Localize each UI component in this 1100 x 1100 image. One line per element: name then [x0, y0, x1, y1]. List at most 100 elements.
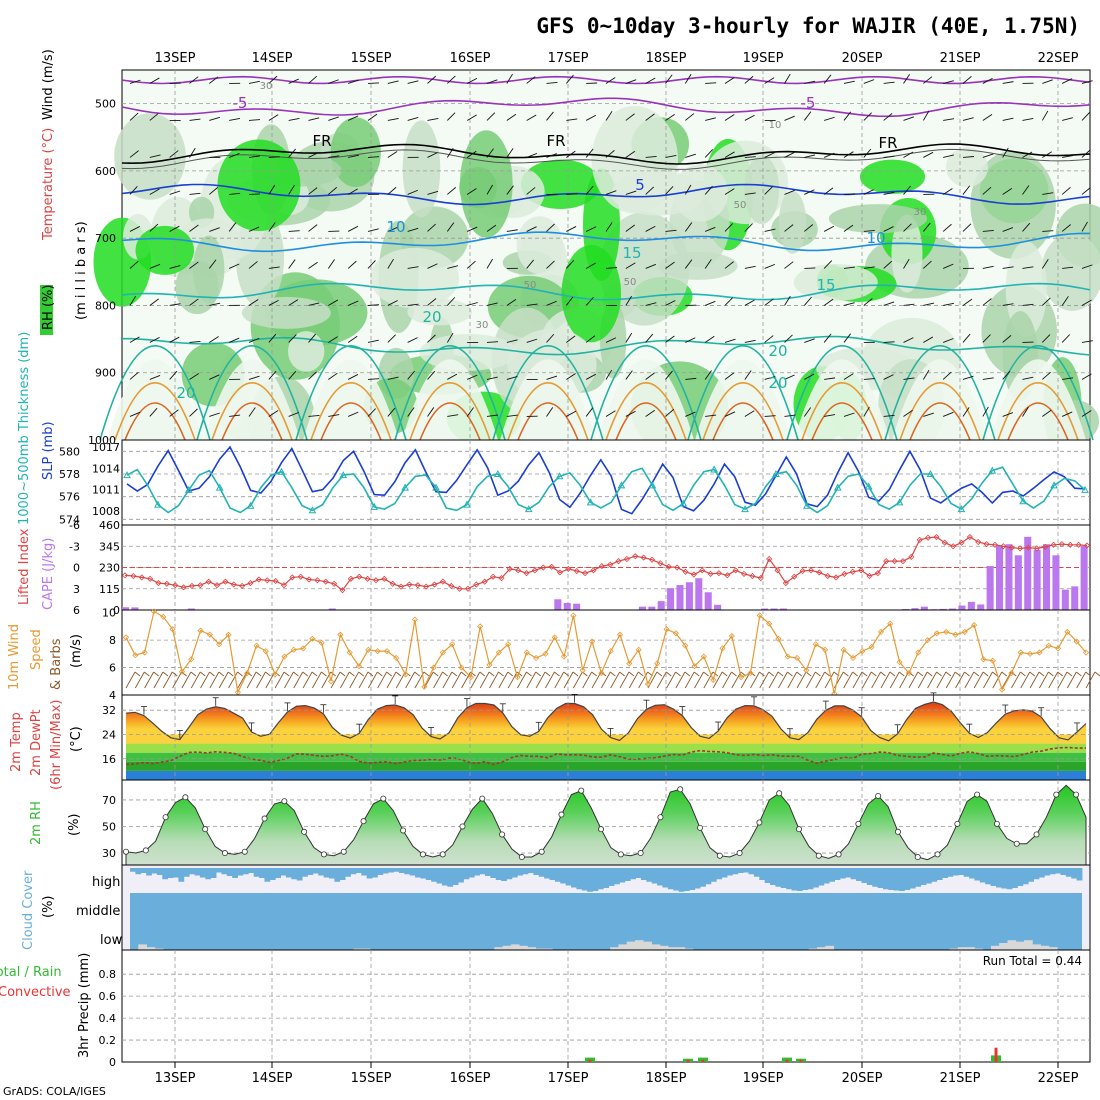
high-cloud-bar: [1044, 868, 1051, 876]
wind10m-tick: 4: [109, 689, 116, 702]
wind-barb: [506, 113, 517, 121]
high-cloud-bar: [242, 868, 249, 875]
low-cloud-bar: [535, 948, 545, 950]
wind10m-barb-flag: [153, 671, 159, 677]
thickness-marker: [617, 481, 626, 489]
wind10m-barb-flag: [861, 671, 868, 677]
isotherm-20-arch: [99, 345, 211, 441]
wind-barb: [565, 74, 574, 84]
wind10m-marker: [430, 664, 437, 671]
high-cloud-bar: [334, 868, 341, 882]
wind-barb: [308, 152, 319, 158]
wind-barb: [823, 298, 834, 306]
high-cloud-bar: [624, 868, 631, 881]
li-marker: [1025, 544, 1032, 551]
wind-barb: [1002, 188, 1013, 195]
low-cloud-bar: [353, 948, 363, 950]
wind-barb: [546, 153, 557, 158]
cape-tick: 0: [113, 604, 120, 617]
wind10m-barb: [181, 671, 192, 689]
wind10m-barb-flag: [572, 671, 579, 677]
rh-marker: [894, 828, 901, 835]
wind-barb: [447, 297, 456, 306]
high-cloud-bar: [183, 868, 190, 877]
thickness-marker: [154, 500, 162, 508]
isotherm-upper: [121, 75, 1091, 85]
wind-barb: [724, 261, 734, 269]
footer-credit: GrADS: COLA/IGES: [3, 1085, 106, 1098]
wind10m-barb-flag: [237, 671, 243, 677]
wind10m-barb: [237, 671, 248, 689]
wind-barb: [1042, 409, 1052, 417]
high-cloud-bar: [441, 868, 448, 886]
li-marker: [540, 564, 547, 571]
ylabel-minmax: (6hr Min/Max): [49, 700, 64, 790]
li-marker: [1017, 545, 1024, 552]
cape-bar: [1005, 544, 1013, 610]
thickness-marker: [895, 498, 904, 506]
wind-barb: [943, 118, 955, 121]
high-cloud-bar: [291, 868, 298, 880]
wind-barb: [625, 190, 637, 195]
wind-barb: [804, 338, 815, 343]
high-cloud-bar: [237, 868, 244, 876]
thickness-slp-ticks: 574 576 578 580 1008 1011 1014 1017: [59, 441, 120, 526]
wind-barb: [704, 149, 714, 158]
wind-barb: [724, 77, 735, 84]
wind-barb: [625, 150, 636, 158]
rh-blob: [419, 333, 518, 371]
rh-marker: [697, 824, 704, 831]
rh-marker: [499, 831, 506, 838]
low-cloud-bar: [825, 945, 835, 950]
thickness-marker: [648, 481, 657, 489]
wind-barb: [149, 223, 159, 232]
wind-barb: [625, 370, 633, 380]
wind10m-barb: [1048, 671, 1059, 689]
wind10m-barb-flag: [1066, 671, 1073, 677]
wind-barb: [883, 155, 895, 158]
wind-barb: [883, 374, 894, 380]
high-cloud-bar: [221, 868, 228, 875]
ylabel-cloud-cover: Cloud Cover: [21, 870, 36, 950]
high-cloud-bar: [743, 868, 749, 873]
wind10m-barb: [535, 671, 546, 689]
wind-barb: [407, 303, 419, 306]
wind-barb: [685, 153, 696, 158]
wind-barb: [1002, 81, 1014, 84]
wind10m-barb-flag: [638, 671, 644, 677]
isotherm-25: [211, 382, 293, 441]
wind-barb: [466, 260, 476, 269]
ylabel-temperature: Temperature (°C): [41, 128, 56, 241]
cape-bar: [685, 582, 693, 610]
wind-barb: [982, 153, 994, 158]
ylabel-2m-dewpt: 2m DewPt: [29, 709, 44, 776]
rh-marker: [677, 786, 684, 793]
high-cloud-bar: [307, 868, 314, 875]
wind10m-barb: [600, 671, 611, 689]
wind-barb: [427, 334, 436, 343]
isotherm-30: [419, 402, 481, 441]
wind10m-barb-flag: [871, 671, 877, 677]
wind-barb: [387, 151, 398, 158]
date-label-top: 19SEP: [743, 51, 784, 66]
date-label-bottom: 19SEP: [743, 1071, 784, 1086]
high-cloud-bar: [673, 868, 680, 891]
wind-barb: [506, 185, 514, 195]
wind-barb: [585, 226, 597, 232]
wind-barb: [982, 186, 992, 195]
wind-barb: [248, 193, 261, 195]
wind-barb: [922, 369, 930, 380]
wind10m-barb-flag: [414, 671, 420, 677]
wind-barb: [328, 299, 339, 306]
wind-barb: [407, 337, 418, 343]
wind-barb: [704, 335, 715, 343]
ylabel-10m-wind: 10m Wind: [7, 624, 22, 690]
wind10m-marker: [449, 641, 456, 648]
wind-barb: [268, 184, 276, 195]
wind10m-barb-flag: [218, 671, 225, 677]
rh-marker: [993, 820, 1000, 827]
low-cloud-bar: [817, 947, 826, 950]
rh-marker: [954, 820, 961, 827]
rh-marker: [419, 851, 426, 858]
cape-bar: [1052, 555, 1060, 610]
